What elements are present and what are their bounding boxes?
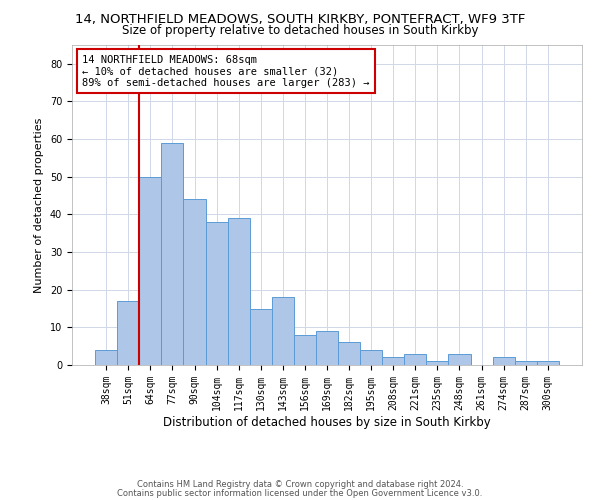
Bar bbox=[95, 350, 117, 365]
Text: Contains public sector information licensed under the Open Government Licence v3: Contains public sector information licen… bbox=[118, 488, 482, 498]
Text: Contains HM Land Registry data © Crown copyright and database right 2024.: Contains HM Land Registry data © Crown c… bbox=[137, 480, 463, 489]
Bar bbox=[161, 143, 184, 365]
Bar bbox=[537, 361, 559, 365]
Bar bbox=[206, 222, 227, 365]
Text: 14 NORTHFIELD MEADOWS: 68sqm
← 10% of detached houses are smaller (32)
89% of se: 14 NORTHFIELD MEADOWS: 68sqm ← 10% of de… bbox=[82, 54, 370, 88]
Bar bbox=[227, 218, 250, 365]
Y-axis label: Number of detached properties: Number of detached properties bbox=[34, 118, 44, 292]
Bar bbox=[382, 358, 404, 365]
Bar bbox=[404, 354, 427, 365]
Bar bbox=[448, 354, 470, 365]
Bar bbox=[272, 297, 294, 365]
Bar bbox=[493, 358, 515, 365]
Bar bbox=[117, 301, 139, 365]
X-axis label: Distribution of detached houses by size in South Kirkby: Distribution of detached houses by size … bbox=[163, 416, 491, 428]
Bar bbox=[360, 350, 382, 365]
Bar bbox=[427, 361, 448, 365]
Bar bbox=[250, 308, 272, 365]
Bar bbox=[316, 331, 338, 365]
Bar bbox=[338, 342, 360, 365]
Bar bbox=[139, 177, 161, 365]
Bar bbox=[294, 335, 316, 365]
Bar bbox=[515, 361, 537, 365]
Text: Size of property relative to detached houses in South Kirkby: Size of property relative to detached ho… bbox=[122, 24, 478, 37]
Text: 14, NORTHFIELD MEADOWS, SOUTH KIRKBY, PONTEFRACT, WF9 3TF: 14, NORTHFIELD MEADOWS, SOUTH KIRKBY, PO… bbox=[75, 12, 525, 26]
Bar bbox=[184, 200, 206, 365]
